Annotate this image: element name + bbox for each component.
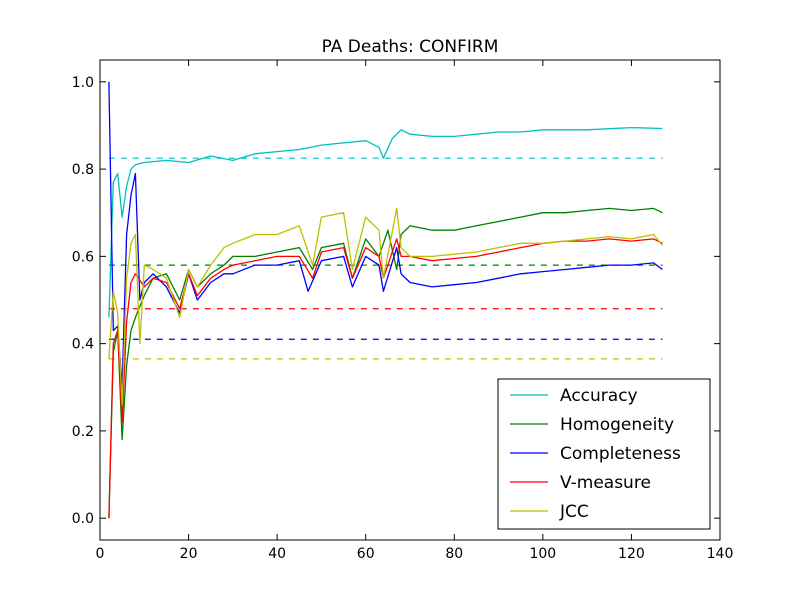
plot-frame	[99, 59, 721, 541]
x-tick-label: 80	[445, 546, 463, 562]
legend-label-v-measure: V-measure	[560, 473, 651, 493]
series-line-v-measure	[108, 238, 663, 519]
plot-area	[108, 81, 663, 519]
legend-label-homogeneity: Homogeneity	[560, 415, 674, 435]
x-tick-label: 40	[268, 546, 286, 562]
series-line-accuracy	[108, 126, 663, 318]
series-line-homogeneity	[108, 207, 663, 519]
x-tick-label: 120	[618, 546, 645, 562]
legend-label-jcc: JCC	[559, 502, 589, 522]
series-line-completeness	[108, 81, 663, 388]
y-tick-label: 0.0	[72, 511, 94, 527]
y-tick-label: 0.8	[72, 162, 94, 178]
x-tick-label: 140	[707, 546, 734, 562]
y-tick-label: 1.0	[72, 75, 94, 91]
x-tick-label: 100	[529, 546, 556, 562]
y-tick-label: 0.4	[72, 337, 94, 353]
y-tick-label: 0.2	[72, 424, 94, 440]
legend-box	[497, 378, 711, 530]
chart-title: PA Deaths: CONFIRM	[322, 37, 499, 57]
legend-label-completeness: Completeness	[560, 444, 681, 464]
x-tick-label: 60	[357, 546, 375, 562]
x-tick-label: 0	[96, 546, 105, 562]
y-tick-label: 0.6	[72, 249, 94, 265]
legend: Accuracy Homogeneity Completeness V-measure…	[497, 378, 711, 530]
axis-ticks: 0 20 40 60 80 100 120 140 0.0 0.2 0.4 0.6 0.8 1.0	[72, 60, 734, 562]
series-line-jcc	[108, 207, 663, 406]
legend-label-accuracy: Accuracy	[560, 386, 638, 406]
x-tick-label: 20	[180, 546, 198, 562]
